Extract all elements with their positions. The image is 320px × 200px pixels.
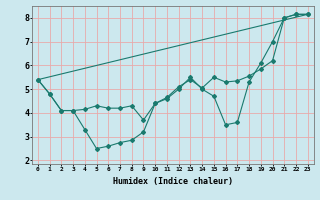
X-axis label: Humidex (Indice chaleur): Humidex (Indice chaleur)	[113, 177, 233, 186]
